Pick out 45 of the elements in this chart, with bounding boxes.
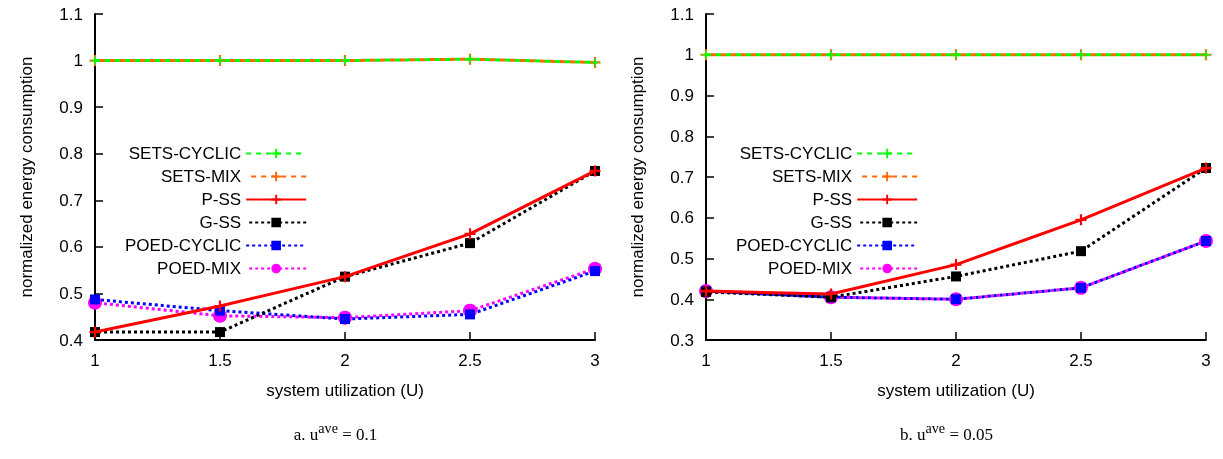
- y-axis-title: normalized energy consumption: [628, 56, 647, 298]
- y-tick-label: 0.6: [670, 208, 694, 228]
- y-tick-label: 0.9: [59, 97, 83, 117]
- legend-label: SETS-MIX: [160, 167, 242, 186]
- x-tick-label: 2.5: [458, 351, 482, 370]
- x-tick-label: 3: [590, 351, 600, 370]
- legend-label: POED-MIX: [768, 259, 853, 278]
- x-tick-label: 2: [340, 351, 350, 370]
- x-tick-label: 1: [90, 351, 100, 370]
- y-tick-label: 0.7: [670, 167, 694, 187]
- y-tick-label: 0.4: [670, 289, 694, 309]
- legend-label: SETS-MIX: [771, 167, 853, 186]
- x-tick-label: 1: [701, 351, 711, 370]
- y-tick-label: 0.8: [670, 126, 694, 146]
- legend-label: SETS-CYCLIC: [739, 144, 853, 163]
- x-tick-label: 2.5: [1069, 351, 1093, 370]
- legend-label: POED-CYCLIC: [125, 236, 242, 255]
- x-tick-label: 3: [1201, 351, 1211, 370]
- text: a. u$^{ave}$ = 0.1: [292, 420, 379, 445]
- x-tick-label: 1.5: [819, 351, 843, 370]
- y-tick-label: 0.5: [59, 283, 83, 303]
- y-tick-label: 1: [73, 51, 83, 71]
- y-tick-label: 0.8: [59, 144, 83, 164]
- x-tick-label: 1.5: [208, 351, 232, 370]
- x-axis-title: system utilization (U): [266, 381, 424, 400]
- y-tick-label: 0.5: [670, 249, 694, 268]
- legend-label: SETS-CYCLIC: [128, 144, 242, 163]
- text: b. u$^{ave}$ = 0.05: [899, 420, 994, 445]
- legend-label: P-SS: [812, 190, 853, 209]
- y-tick-label: 1.1: [59, 4, 83, 24]
- x-axis-title: system utilization (U): [877, 381, 1035, 400]
- y-tick-label: 0.4: [59, 330, 83, 350]
- y-tick-label: 0.7: [59, 190, 83, 210]
- y-axis-title: normalized energy consumption: [17, 56, 36, 298]
- y-tick-label: 0.6: [59, 237, 83, 257]
- y-tick-label: 1.1: [670, 4, 694, 24]
- y-tick-label: 1: [684, 45, 694, 65]
- legend-label: POED-CYCLIC: [736, 236, 853, 255]
- legend-label: G-SS: [199, 213, 242, 232]
- legend-label: P-SS: [201, 190, 242, 209]
- x-tick-label: 2: [951, 351, 961, 370]
- y-tick-label: 0.3: [670, 330, 694, 350]
- legend-label: POED-MIX: [157, 259, 242, 278]
- legend-label: G-SS: [810, 213, 853, 232]
- y-tick-label: 0.9: [670, 86, 694, 105]
